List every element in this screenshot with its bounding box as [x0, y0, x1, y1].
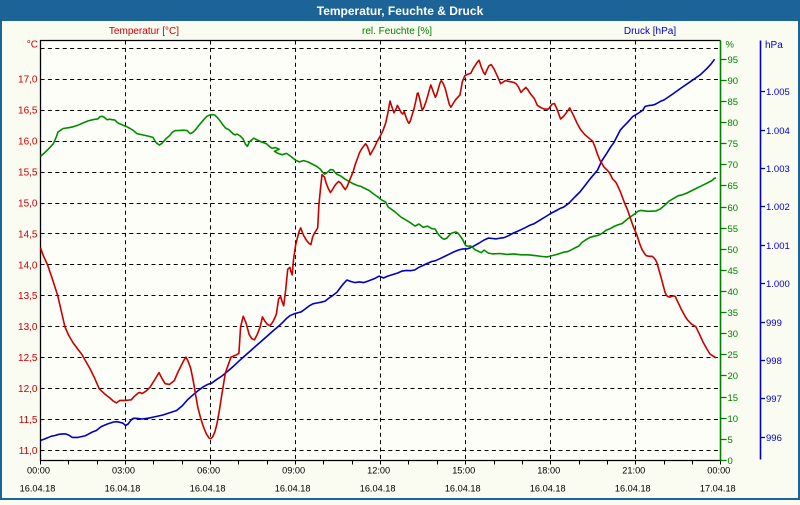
svg-text:16.04.18: 16.04.18	[275, 484, 311, 494]
svg-text:16.04.18: 16.04.18	[530, 484, 566, 494]
svg-text:18:00: 18:00	[537, 466, 560, 476]
svg-text:13,0: 13,0	[18, 322, 38, 333]
svg-text:16.04.18: 16.04.18	[445, 484, 481, 494]
svg-text:12,5: 12,5	[18, 353, 38, 364]
svg-text:1.004: 1.004	[766, 126, 790, 137]
svg-text:Temperatur, Feuchte & Druck: Temperatur, Feuchte & Druck	[317, 4, 484, 18]
svg-text:95: 95	[728, 55, 739, 66]
svg-text:15,5: 15,5	[18, 168, 38, 179]
svg-text:°C: °C	[27, 40, 38, 51]
svg-text:1.003: 1.003	[766, 164, 790, 175]
svg-text:15,0: 15,0	[18, 199, 38, 210]
svg-text:16,5: 16,5	[18, 106, 38, 117]
svg-text:45: 45	[728, 266, 739, 277]
svg-text:70: 70	[728, 160, 739, 171]
svg-text:15:00: 15:00	[452, 466, 475, 476]
svg-text:0: 0	[728, 456, 733, 467]
svg-text:1.000: 1.000	[766, 279, 790, 290]
svg-text:996: 996	[766, 433, 782, 444]
svg-text:80: 80	[728, 118, 739, 129]
svg-text:5: 5	[728, 435, 733, 446]
svg-text:21:00: 21:00	[622, 466, 645, 476]
svg-text:00:00: 00:00	[27, 466, 50, 476]
svg-text:hPa: hPa	[765, 40, 783, 51]
svg-text:17.04.18: 17.04.18	[700, 484, 736, 494]
svg-text:13,5: 13,5	[18, 291, 38, 302]
svg-text:Temperatur [°C]: Temperatur [°C]	[109, 26, 179, 37]
svg-text:1.001: 1.001	[766, 241, 790, 252]
svg-text:14,0: 14,0	[18, 260, 38, 271]
svg-text:06:00: 06:00	[197, 466, 220, 476]
svg-text:85: 85	[728, 97, 739, 108]
svg-text:90: 90	[728, 76, 739, 87]
svg-text:03:00: 03:00	[112, 466, 135, 476]
svg-text:998: 998	[766, 356, 782, 367]
svg-text:50: 50	[728, 245, 739, 256]
svg-text:30: 30	[728, 329, 739, 340]
svg-text:10: 10	[728, 414, 739, 425]
svg-text:16.04.18: 16.04.18	[190, 484, 226, 494]
svg-text:1.005: 1.005	[766, 87, 790, 98]
svg-text:00:00: 00:00	[707, 466, 730, 476]
svg-text:14,5: 14,5	[18, 229, 38, 240]
svg-text:60: 60	[728, 203, 739, 214]
svg-text:16.04.18: 16.04.18	[360, 484, 396, 494]
svg-text:20: 20	[728, 371, 739, 382]
svg-text:25: 25	[728, 350, 739, 361]
svg-text:16.04.18: 16.04.18	[615, 484, 651, 494]
svg-text:15: 15	[728, 393, 739, 404]
svg-text:12:00: 12:00	[367, 466, 390, 476]
svg-text:75: 75	[728, 139, 739, 150]
svg-text:11,5: 11,5	[19, 415, 38, 426]
svg-text:16.04.18: 16.04.18	[20, 484, 56, 494]
svg-text:12,0: 12,0	[18, 384, 38, 395]
svg-text:55: 55	[728, 224, 739, 235]
svg-text:rel. Feuchte [%]: rel. Feuchte [%]	[362, 26, 432, 37]
svg-text:%: %	[726, 40, 735, 51]
svg-text:16,0: 16,0	[18, 137, 38, 148]
svg-text:35: 35	[728, 308, 739, 319]
svg-text:16.04.18: 16.04.18	[105, 484, 141, 494]
svg-text:Druck [hPa]: Druck [hPa]	[624, 26, 676, 37]
svg-text:997: 997	[766, 394, 782, 405]
svg-text:09:00: 09:00	[282, 466, 305, 476]
svg-text:65: 65	[728, 181, 739, 192]
svg-text:17,0: 17,0	[18, 75, 38, 86]
svg-text:11,0: 11,0	[19, 446, 38, 457]
svg-text:999: 999	[766, 318, 782, 329]
svg-text:1.002: 1.002	[766, 202, 790, 213]
svg-text:40: 40	[728, 287, 739, 298]
